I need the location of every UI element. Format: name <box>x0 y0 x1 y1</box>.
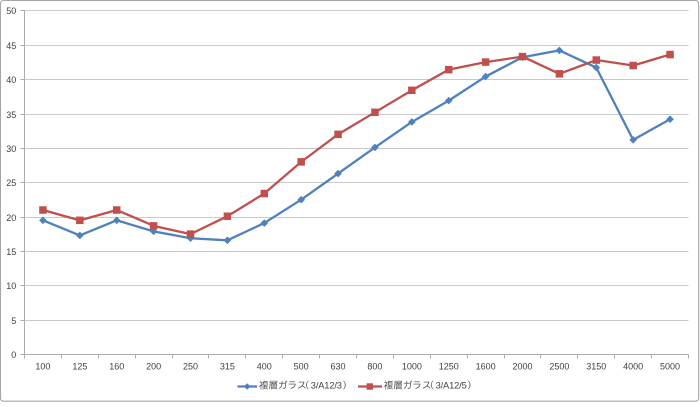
svg-text:2500: 2500 <box>549 361 569 371</box>
svg-text:20: 20 <box>6 213 16 223</box>
svg-text:1000: 1000 <box>402 361 422 371</box>
svg-text:45: 45 <box>6 41 16 51</box>
svg-text:5: 5 <box>11 316 16 326</box>
svg-text:400: 400 <box>257 361 272 371</box>
svg-text:250: 250 <box>183 361 198 371</box>
svg-text:10: 10 <box>6 281 16 291</box>
svg-text:30: 30 <box>6 144 16 154</box>
svg-text:50: 50 <box>6 6 16 16</box>
svg-text:2000: 2000 <box>512 361 532 371</box>
svg-text:1250: 1250 <box>439 361 459 371</box>
svg-text:3150: 3150 <box>586 361 606 371</box>
svg-text:35: 35 <box>6 110 16 120</box>
svg-text:0: 0 <box>11 350 16 360</box>
svg-text:25: 25 <box>6 178 16 188</box>
svg-text:3/A12/3: 3/A12/3 <box>311 381 342 391</box>
svg-text:3/A12/5: 3/A12/5 <box>436 381 467 391</box>
svg-text:15: 15 <box>6 247 16 257</box>
svg-text:500: 500 <box>294 361 309 371</box>
svg-text:40: 40 <box>6 75 16 85</box>
svg-text:1600: 1600 <box>476 361 496 371</box>
svg-text:125: 125 <box>72 361 87 371</box>
svg-text:800: 800 <box>367 361 382 371</box>
svg-text:315: 315 <box>220 361 235 371</box>
svg-text:200: 200 <box>146 361 161 371</box>
svg-text:4000: 4000 <box>623 361 643 371</box>
svg-text:100: 100 <box>35 361 50 371</box>
svg-text:630: 630 <box>331 361 346 371</box>
svg-text:160: 160 <box>109 361 124 371</box>
svg-text:5000: 5000 <box>660 361 680 371</box>
